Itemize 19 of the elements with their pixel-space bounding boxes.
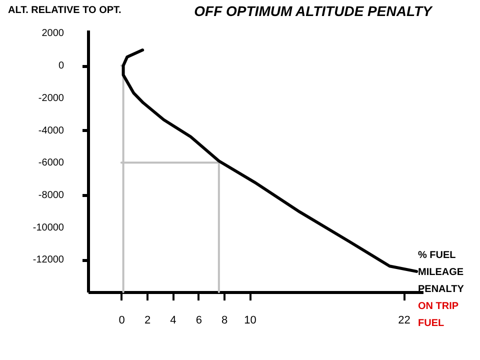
- y-tick-label: -8000: [38, 190, 64, 201]
- x-tick-label: 22: [398, 314, 410, 326]
- chart-title: OFF OPTIMUM ALTITUDE PENALTY: [194, 3, 434, 19]
- x-tick-label: 8: [221, 314, 228, 326]
- y-tick-label: -12000: [32, 254, 64, 266]
- x-tick-label: 0: [118, 314, 125, 326]
- y-tick-label: 2000: [42, 28, 64, 40]
- y-tick-label: -10000: [32, 222, 64, 234]
- x-tick-label: 10: [244, 314, 256, 326]
- text: ON TRIP FUEL: [418, 301, 459, 329]
- x-axis-title: % FUEL MILEAGE PENALTY: [418, 250, 464, 295]
- y-tick-label: -2000: [38, 92, 64, 104]
- y-tick-label: 0: [58, 60, 64, 72]
- x-tick-label: 2: [144, 314, 151, 326]
- y-tick-label: -4000: [38, 125, 64, 136]
- x-tick-label: 6: [196, 314, 202, 326]
- y-axis-title: ALT. RELATIVE TO OPT.: [8, 5, 122, 16]
- x-tick-label: 4: [170, 314, 176, 326]
- y-tick-label: -6000: [38, 158, 64, 169]
